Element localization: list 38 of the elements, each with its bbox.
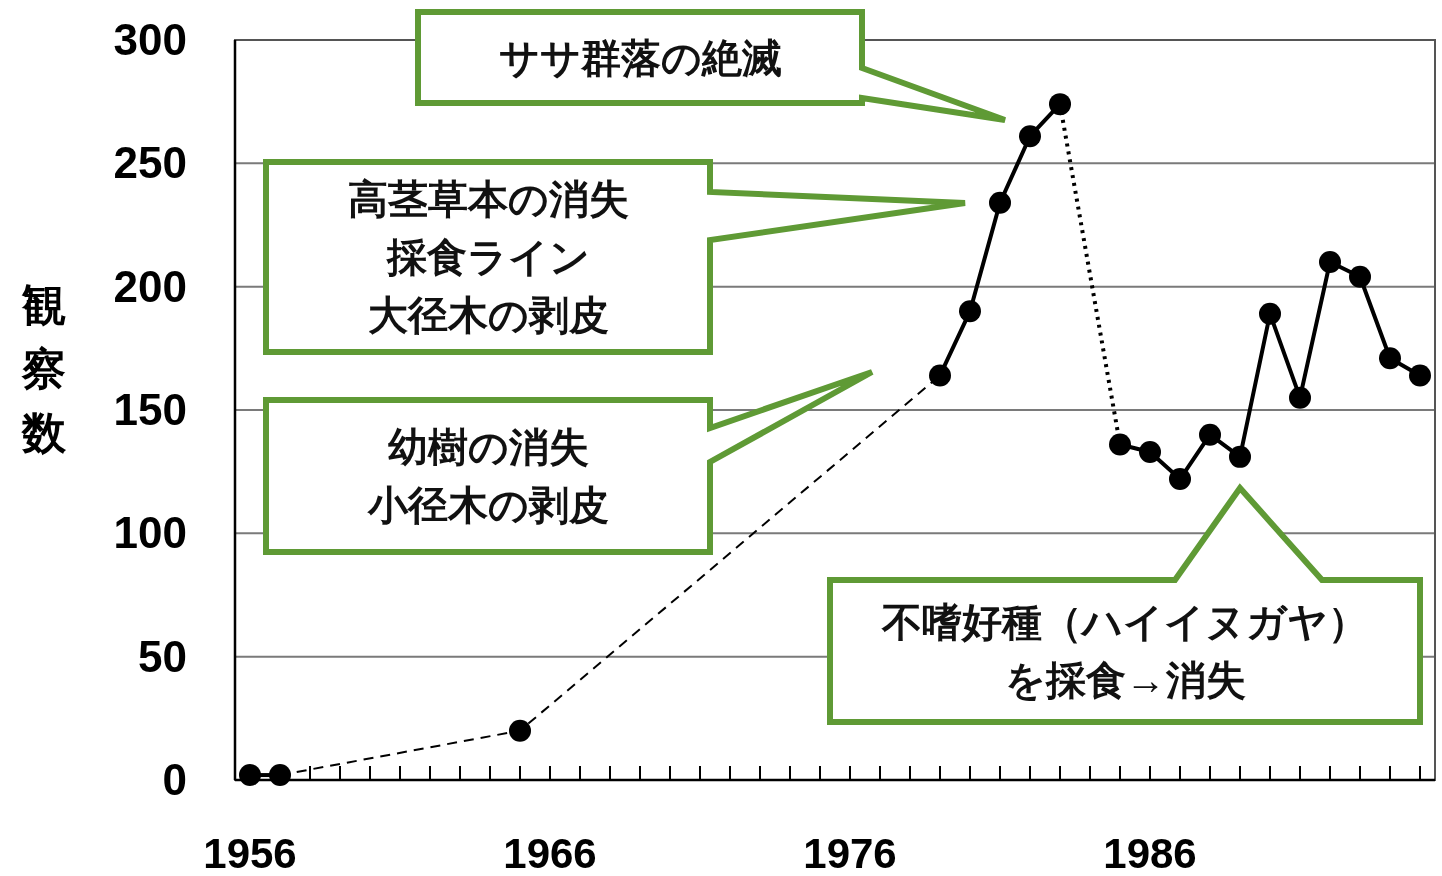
- annotation: 小径木の剥皮: [367, 482, 609, 529]
- point: [959, 300, 981, 323]
- point: [989, 191, 1011, 214]
- point: [1109, 433, 1131, 456]
- x-tick-label: 1966: [503, 830, 597, 876]
- point: [1379, 347, 1401, 370]
- point: [1319, 251, 1341, 273]
- point: [1289, 386, 1311, 409]
- point: [239, 764, 261, 787]
- point: [1259, 302, 1281, 325]
- point: [1049, 93, 1071, 116]
- point: [929, 364, 951, 387]
- y-tick-label: 50: [138, 631, 187, 681]
- annotation: 高茎草本の消失: [347, 176, 629, 223]
- x-tick-label: 1976: [803, 830, 897, 876]
- y-tick-label: 100: [113, 508, 187, 558]
- annotation: ササ群落の絶滅: [498, 34, 782, 82]
- point: [1019, 125, 1041, 148]
- y-tick-label: 0: [162, 755, 187, 804]
- point: [1229, 445, 1251, 468]
- point: [1349, 265, 1371, 288]
- annotation: 採食ライン: [386, 234, 590, 281]
- point: [1409, 364, 1431, 387]
- y-tick-label: 300: [113, 15, 187, 64]
- y-axis-title: 観察数: [21, 280, 67, 457]
- x-tick-label: 1986: [1103, 830, 1197, 876]
- y-tick-label: 200: [113, 261, 187, 311]
- x-tick-label: 1956: [203, 830, 297, 876]
- point: [509, 719, 531, 742]
- annotation: 大径木の剥皮: [367, 292, 609, 339]
- y-tick-label: 250: [113, 138, 187, 188]
- annotation: 幼樹の消失: [387, 424, 589, 471]
- point: [1199, 423, 1221, 446]
- annotation: 不嗜好種（ハイイヌガヤ）を採食→消失: [880, 599, 1369, 704]
- point: [1169, 468, 1191, 491]
- point: [269, 764, 291, 787]
- point: [1139, 440, 1161, 463]
- y-tick-label: 150: [113, 385, 187, 434]
